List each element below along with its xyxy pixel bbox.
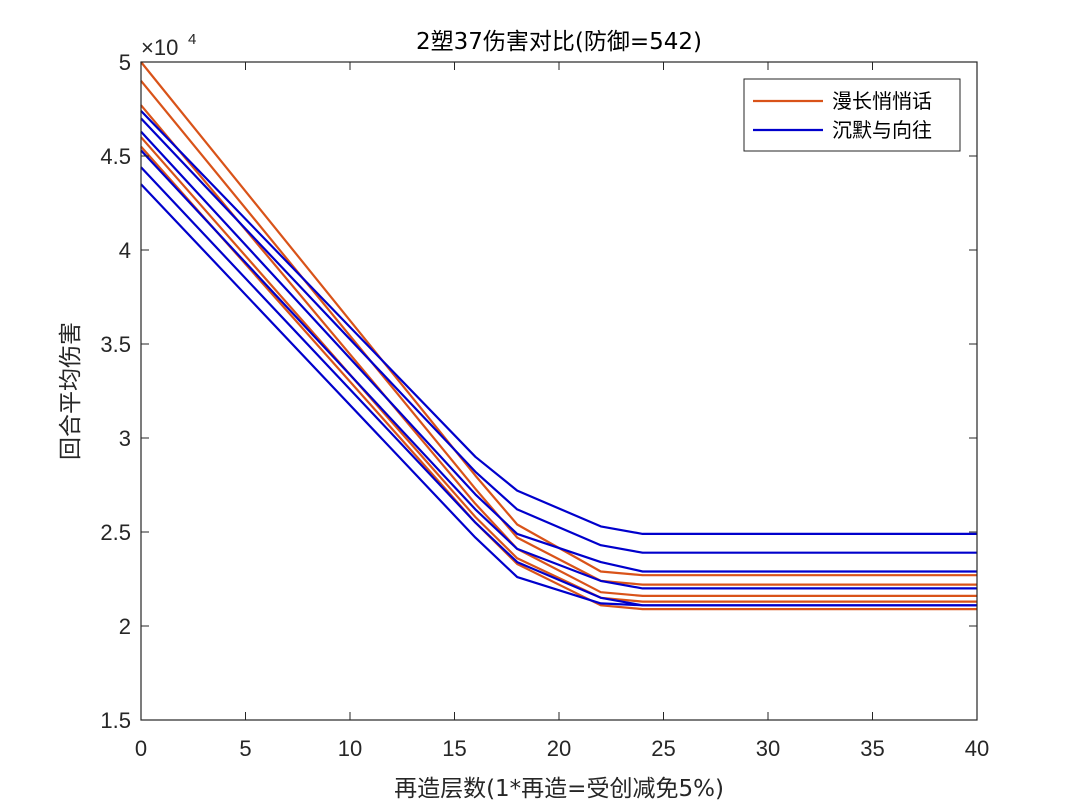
x-axis-label: 再造层数(1*再造=受创减免5%)	[394, 776, 724, 802]
legend-entry-2[interactable]: 沉默与向往	[753, 118, 932, 142]
legend-box	[743, 78, 961, 152]
x-tick-label: 5	[239, 736, 251, 761]
series-line-7	[140, 117, 977, 554]
y-tick-label: 5	[119, 50, 131, 75]
series-line-11	[140, 183, 977, 607]
y-tick-label: 4.5	[100, 144, 131, 169]
x-tick-label: 30	[756, 736, 780, 761]
x-tick-label: 15	[442, 736, 466, 761]
x-axis: 0 5 10 15 20 25 30 35 40	[135, 62, 989, 761]
legend-label-2: 沉默与向往	[832, 118, 932, 142]
y-tick-label: 2	[119, 614, 131, 639]
series-line-9	[140, 149, 977, 590]
series-line-4	[140, 136, 977, 603]
series-layer	[140, 61, 977, 611]
y-tick-label: 2.5	[100, 520, 131, 545]
y-exponent-prefix: ×10	[141, 35, 178, 60]
legend-label-1: 漫长悄悄话	[832, 89, 932, 113]
x-tick-label: 20	[547, 736, 571, 761]
series-line-5	[140, 145, 977, 611]
x-tick-label: 35	[860, 736, 884, 761]
series-line-8	[140, 130, 977, 573]
legend[interactable]: 漫长悄悄话 沉默与向往	[743, 78, 961, 152]
x-tick-label: 40	[965, 736, 989, 761]
y-exponent: 4	[188, 31, 196, 48]
chart-title: 2塑37伤害对比(防御=542)	[416, 29, 702, 55]
series-line-3	[140, 104, 977, 598]
x-tick-label: 10	[338, 736, 362, 761]
x-tick-label: 0	[135, 736, 147, 761]
y-axis: 1.5 2 2.5 3 3.5 4 4.5 5	[100, 50, 977, 733]
series-line-2	[140, 80, 977, 586]
y-axis-label: 回合平均伤害	[58, 322, 84, 460]
legend-entry-1[interactable]: 漫长悄悄话	[753, 89, 932, 113]
y-tick-label: 4	[119, 238, 131, 263]
y-tick-label: 3.5	[100, 332, 131, 357]
y-tick-label: 3	[119, 426, 131, 451]
y-tick-label: 1.5	[100, 708, 131, 733]
x-tick-label: 25	[651, 736, 675, 761]
plot-area	[141, 62, 977, 720]
series-line-6	[140, 110, 977, 536]
